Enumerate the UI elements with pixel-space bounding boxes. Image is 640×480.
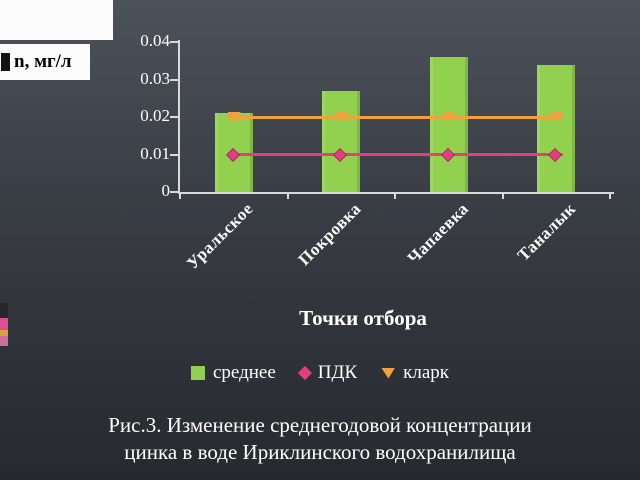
figure-caption-line1: Рис.3. Изменение среднегодовой концентра…: [108, 413, 532, 437]
x-axis-line: [178, 192, 614, 194]
y-tick-mark: [170, 78, 178, 81]
edge-mark-pink2: [0, 336, 8, 346]
slide-edge-marks: [0, 303, 8, 346]
edge-mark-pink: [0, 318, 8, 330]
bar-Покровка: [322, 90, 361, 192]
edge-mark-dark: [0, 303, 8, 318]
bar-Таналык: [537, 64, 576, 192]
y-tick-label: 0: [161, 181, 171, 200]
edge-mark-gold: [0, 330, 8, 336]
legend-label-pdk: ПДК: [317, 362, 358, 383]
y-axis-title-block: n, мг/л: [0, 44, 90, 80]
y-tick-mark: [170, 153, 178, 156]
figure-caption: Рис.3. Изменение среднегодовой концентра…: [0, 412, 640, 466]
x-tick-mark: [501, 192, 504, 199]
y-tick-mark: [170, 191, 178, 193]
x-tick-mark: [394, 192, 396, 199]
y-tick-mark: [170, 116, 178, 118]
legend-item-klark: кларк: [381, 362, 449, 384]
chart-legend: среднее ПДК кларк: [190, 362, 449, 384]
y-tick-label: 0.02: [140, 106, 170, 125]
y-tick-label: 0.01: [140, 143, 170, 163]
klark-marker: [335, 112, 349, 122]
x-tick-mark: [286, 192, 289, 199]
legend-item-srednee: среднее: [190, 362, 276, 384]
pdk-line: [226, 153, 564, 156]
bar-Чапаевка: [429, 57, 468, 192]
x-tick-label: Чапаевка: [403, 199, 473, 268]
y-tick-mark: [170, 41, 178, 43]
top-left-white-area: [0, 0, 113, 40]
legend-swatch-srednee: [190, 366, 205, 380]
cropped-letter-glyph: [1, 53, 10, 71]
y-tick-label: 0.03: [140, 68, 170, 88]
legend-label-klark: кларк: [403, 362, 450, 383]
legend-label-srednee: среднее: [212, 362, 276, 383]
klark-marker: [442, 112, 456, 122]
x-tick-label: Покровка: [294, 199, 365, 270]
klark-line: [226, 115, 564, 119]
x-tick-mark: [179, 192, 181, 199]
legend-swatch-klark: [381, 367, 396, 379]
legend-swatch-pdk: [297, 365, 312, 381]
y-tick-label: 0.04: [140, 31, 170, 50]
y-axis-line: [178, 40, 180, 194]
legend-item-pdk: ПДК: [297, 362, 358, 384]
figure-caption-line2: цинка в воде Ириклинского водохранилища: [124, 440, 516, 464]
x-tick-label: Таналык: [513, 199, 580, 265]
x-tick-label: Уральское: [183, 199, 258, 273]
klark-marker: [550, 112, 564, 122]
x-axis-title: Точки отбора: [299, 306, 427, 330]
y-axis-title: n, мг/л: [14, 51, 72, 72]
klark-marker: [227, 112, 241, 122]
x-tick-mark: [609, 192, 611, 199]
